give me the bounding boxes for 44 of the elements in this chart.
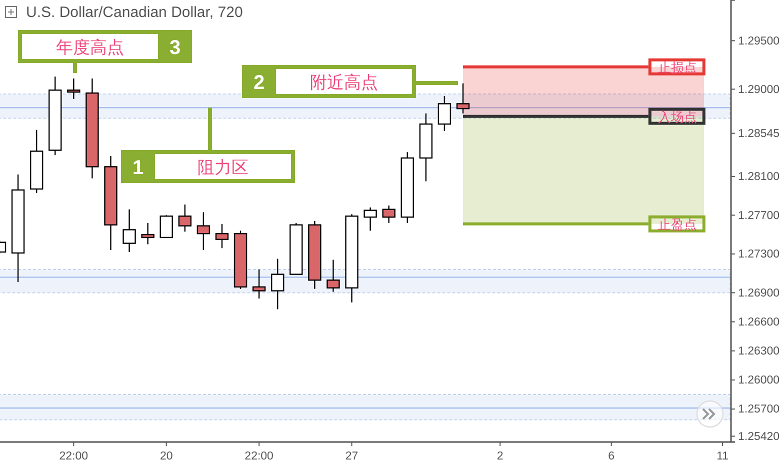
candlestick	[215, 223, 229, 249]
y-tick-label: 1.26900	[738, 287, 780, 300]
callout: 年度高点 3	[18, 30, 192, 73]
candlestick	[67, 78, 80, 100]
y-tick-label: 1.27300	[738, 248, 780, 261]
x-tick-label: 22:00	[59, 450, 88, 460]
annotation: 附近高点	[310, 73, 378, 92]
annotation: 3	[169, 37, 181, 59]
candlestick	[196, 212, 210, 251]
candlestick	[456, 82, 470, 114]
candlestick	[252, 268, 266, 300]
y-tick-label: 1.26000	[738, 374, 780, 387]
annotation: 1	[132, 157, 144, 179]
series-label: 止盈点	[658, 216, 697, 232]
candlestick	[178, 204, 192, 232]
x-tick-label: 22:00	[244, 450, 274, 460]
annotation: 年度高点	[56, 38, 124, 57]
x-tick-label: 20	[160, 450, 173, 460]
y-tick-label: 1.25700	[738, 404, 780, 416]
candlestick	[438, 95, 452, 132]
y-tick-label: 1.27700	[738, 210, 780, 222]
candlestick	[141, 222, 154, 245]
candlestick	[364, 206, 377, 232]
candlestick	[326, 259, 340, 292]
y-tick-label: 1.29500	[738, 35, 780, 48]
annotation: 2	[253, 72, 265, 94]
y-tick-label: 1.26300	[738, 346, 780, 358]
chart-title: U.S. Dollar/Canadian Dollar, 720	[26, 4, 243, 21]
series-label: 止损点	[658, 60, 697, 75]
x-tick-label: 6	[608, 450, 615, 460]
y-tick-label: 1.28545	[738, 128, 780, 140]
series-label: 入场点	[658, 109, 697, 124]
candlestick	[160, 214, 173, 238]
x-tick-label: 11	[716, 450, 729, 460]
candlestick	[122, 208, 136, 253]
x-tick-label: 27	[345, 450, 358, 460]
x-tick-label: 2	[496, 450, 504, 460]
annotation: 阻力区	[198, 158, 248, 177]
y-tick-label: 1.28100	[738, 171, 780, 184]
candlestick	[382, 204, 396, 224]
y-tick-label: 1.29000	[738, 84, 780, 96]
y-tick-label: 1.25420	[738, 430, 780, 443]
y-tick-label: 1.26600	[738, 316, 780, 328]
candlestick	[271, 258, 284, 310]
